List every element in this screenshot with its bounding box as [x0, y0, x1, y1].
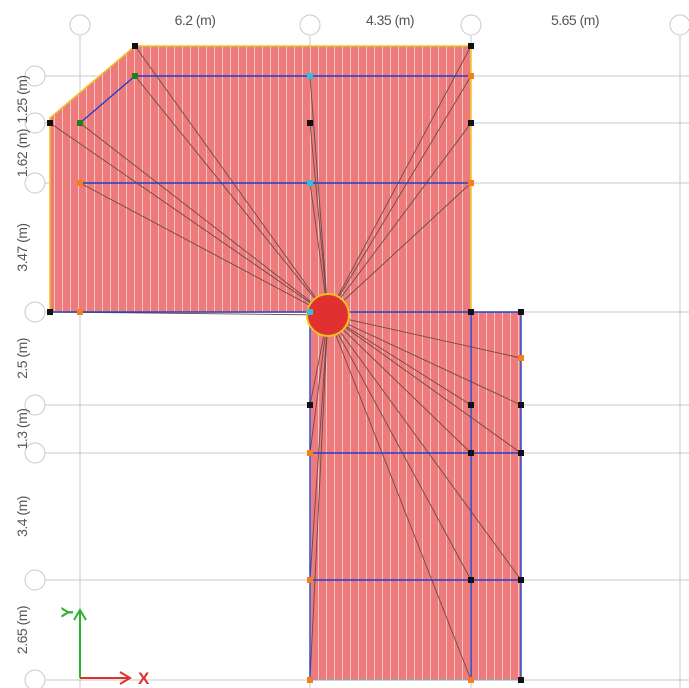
- node: [468, 73, 474, 79]
- node: [47, 309, 53, 315]
- slab: [49, 45, 472, 313]
- grid-bubble: [669, 14, 689, 36]
- link: [327, 314, 472, 681]
- node: [468, 309, 474, 315]
- node: [77, 309, 83, 315]
- node: [132, 43, 138, 49]
- link: [327, 314, 522, 406]
- link: [134, 75, 329, 316]
- link: [309, 314, 329, 581]
- node: [468, 180, 474, 186]
- link: [327, 314, 472, 406]
- node: [307, 677, 313, 683]
- node: [468, 450, 474, 456]
- link: [327, 314, 522, 359]
- link: [134, 45, 329, 316]
- node: [77, 180, 83, 186]
- node: [518, 402, 524, 408]
- node: [468, 43, 474, 49]
- node: [307, 402, 313, 408]
- rigid-links: [49, 45, 522, 681]
- node: [307, 309, 313, 315]
- center-of-mass: [306, 293, 350, 337]
- dimension-label: 1.62 (m): [14, 129, 30, 177]
- dimension-label: 4.35 (m): [366, 12, 414, 28]
- dimension-label: 3.4 (m): [14, 496, 30, 537]
- node: [307, 120, 313, 126]
- link: [309, 314, 329, 454]
- grid-bubble: [460, 14, 482, 36]
- grid-bubble: [24, 569, 46, 591]
- link: [309, 122, 329, 316]
- node: [468, 577, 474, 583]
- dimension-label: 1.3 (m): [14, 409, 30, 450]
- link: [79, 122, 329, 316]
- nodes: [47, 43, 524, 683]
- axis-indicator: X Y: [58, 606, 150, 688]
- node: [518, 677, 524, 683]
- grid-bubble: [24, 669, 46, 688]
- node: [468, 402, 474, 408]
- link: [49, 122, 329, 316]
- node: [47, 120, 53, 126]
- grid-bubble: [69, 14, 91, 36]
- node: [518, 309, 524, 315]
- dimension-label: 3.47 (m): [14, 223, 30, 271]
- node: [518, 355, 524, 361]
- grid: [24, 14, 689, 688]
- grid-bubble: [24, 65, 46, 87]
- grid-bubble: [24, 301, 46, 323]
- node: [307, 450, 313, 456]
- node: [132, 73, 138, 79]
- node: [307, 577, 313, 583]
- grid-bubble: [24, 394, 46, 416]
- link: [79, 182, 329, 316]
- node: [468, 677, 474, 683]
- node: [77, 120, 83, 126]
- beam: [79, 75, 136, 124]
- grid-bubble: [24, 112, 46, 134]
- beams: [50, 75, 522, 680]
- dimension-label: 6.2 (m): [175, 12, 216, 28]
- link: [309, 75, 329, 316]
- link: [309, 182, 329, 316]
- dimension-label: 2.65 (m): [14, 606, 30, 654]
- node: [307, 180, 313, 186]
- y-arrowhead: [73, 608, 87, 621]
- link: [309, 314, 329, 681]
- link: [327, 75, 472, 316]
- link: [327, 122, 472, 316]
- grid-bubble: [299, 14, 321, 36]
- node: [518, 577, 524, 583]
- link: [327, 314, 472, 581]
- grid-bubble: [24, 172, 46, 194]
- x-axis-label: X: [138, 669, 150, 688]
- dimension-label: 5.65 (m): [551, 12, 599, 28]
- dimension-label: 2.5 (m): [14, 338, 30, 379]
- x-arrowhead: [119, 671, 132, 685]
- link: [327, 314, 522, 454]
- link: [327, 45, 472, 316]
- link: [327, 182, 472, 316]
- node: [468, 120, 474, 126]
- grid-bubble: [24, 442, 46, 464]
- y-axis-label: Y: [58, 606, 77, 618]
- node: [518, 450, 524, 456]
- node: [307, 73, 313, 79]
- dimension-label: 1.25 (m): [14, 75, 30, 123]
- link: [327, 314, 472, 454]
- link: [327, 314, 522, 581]
- dimension-labels: 6.2 (m) 4.35 (m) 5.65 (m) 1.25 (m) 1.62 (m) 3…: [14, 12, 600, 654]
- slab: [309, 311, 522, 681]
